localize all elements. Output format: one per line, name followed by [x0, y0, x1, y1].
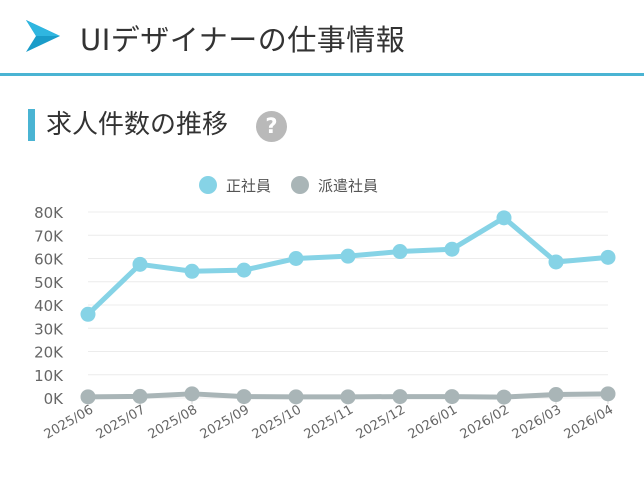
y-tick-label: 0K — [44, 390, 65, 408]
data-point — [236, 262, 252, 278]
data-point — [496, 389, 512, 405]
x-tick-label: 2025/08 — [146, 402, 200, 442]
data-point — [600, 386, 616, 402]
x-tick-label: 2025/10 — [250, 402, 304, 442]
data-point — [132, 256, 148, 272]
y-tick-label: 50K — [34, 274, 64, 292]
data-point — [288, 251, 304, 266]
legend-label: 派遣社員 — [318, 177, 378, 195]
data-point — [288, 389, 304, 405]
data-point — [496, 210, 512, 226]
help-icon[interactable]: ? — [256, 111, 287, 142]
x-tick-label: 2026/03 — [510, 402, 564, 442]
series-line-0 — [85, 215, 611, 317]
data-point — [444, 389, 460, 405]
data-point — [340, 248, 356, 264]
y-tick-label: 20K — [34, 344, 64, 362]
data-point — [444, 241, 460, 257]
y-tick-label: 40K — [34, 297, 64, 315]
page-header: UIデザイナーの仕事情報 — [0, 0, 644, 76]
data-point — [548, 387, 564, 403]
page-title: UIデザイナーの仕事情報 — [80, 23, 406, 57]
x-tick-label: 2025/11 — [302, 402, 356, 442]
data-point — [236, 389, 252, 405]
y-tick-label: 30K — [34, 320, 64, 338]
data-point — [184, 263, 200, 279]
y-tick-label: 70K — [34, 227, 64, 245]
x-tick-label: 2025/06 — [42, 402, 96, 442]
y-axis: 0K 10K 20K 30K 40K 50K 60K 70K 80K — [34, 204, 64, 408]
legend-marker — [291, 176, 309, 194]
x-tick-label: 2026/04 — [562, 402, 616, 442]
x-tick-label: 2025/12 — [354, 402, 408, 442]
x-tick-label: 2026/02 — [458, 402, 512, 442]
x-axis: 2025/062025/072025/082025/092025/102025/… — [42, 398, 616, 442]
chart-series — [80, 210, 616, 405]
y-tick-label: 80K — [34, 204, 64, 222]
y-tick-label: 60K — [34, 251, 64, 269]
data-point — [392, 389, 408, 405]
section-title: 求人件数の推移 — [46, 110, 229, 140]
data-point — [600, 249, 616, 265]
chart-legend: 正社員 派遣社員 — [199, 176, 378, 195]
chart-grid — [88, 211, 608, 399]
x-tick-label: 2025/09 — [198, 402, 252, 442]
data-point — [80, 306, 96, 322]
data-point — [132, 388, 148, 404]
data-point — [80, 389, 96, 405]
data-point — [392, 244, 408, 260]
legend-marker — [199, 176, 217, 194]
section-accent-bar — [28, 109, 35, 141]
arrow-logo-icon — [26, 20, 60, 52]
data-point — [548, 254, 564, 270]
data-point — [340, 389, 356, 405]
legend-label: 正社員 — [226, 177, 271, 195]
data-point — [184, 386, 200, 402]
x-tick-label: 2025/07 — [94, 402, 148, 442]
x-tick-label: 2026/01 — [406, 402, 460, 442]
y-tick-label: 10K — [34, 367, 64, 385]
